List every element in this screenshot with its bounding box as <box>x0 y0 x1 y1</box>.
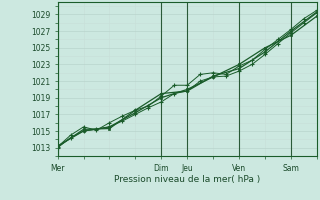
X-axis label: Pression niveau de la mer( hPa ): Pression niveau de la mer( hPa ) <box>114 175 260 184</box>
